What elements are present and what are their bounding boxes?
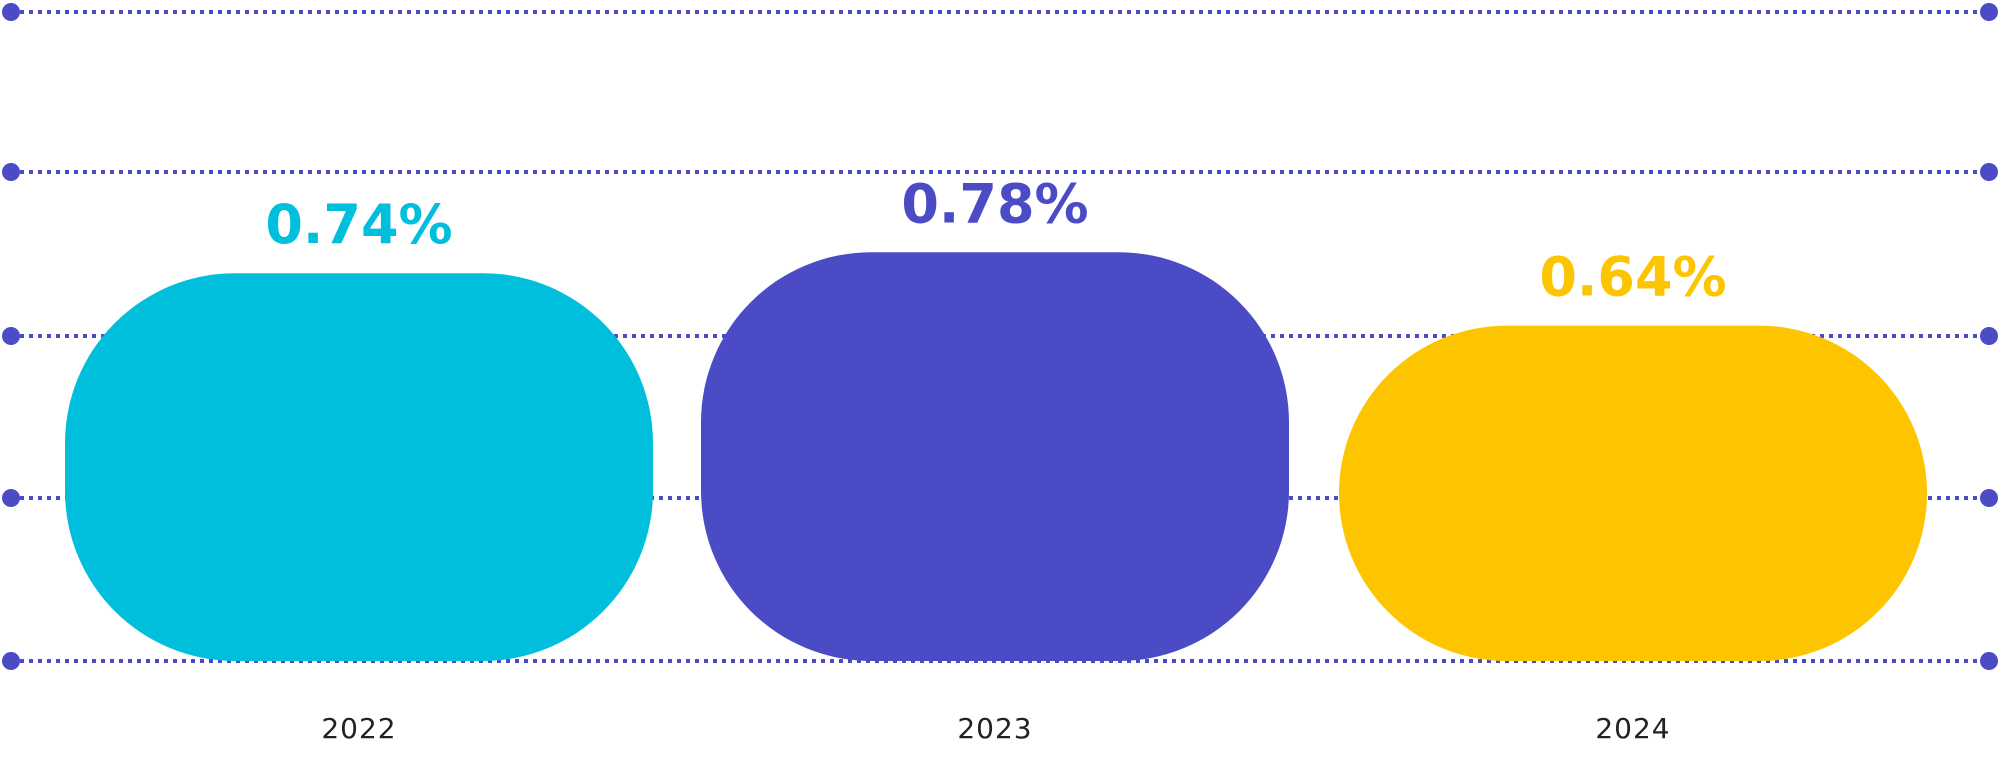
gridline-end-dot — [1980, 652, 1998, 670]
value-label-2022: 0.74% — [265, 193, 452, 256]
gridline-end-dot — [2, 163, 20, 181]
gridline-end-dot — [1980, 3, 1998, 21]
gridline-end-dot — [1980, 489, 1998, 507]
gridline-end-dot — [1980, 163, 1998, 181]
gridline-end-dot — [2, 327, 20, 345]
gridline-end-dot — [1980, 327, 1998, 345]
gridline-end-dot — [2, 489, 20, 507]
value-label-2023: 0.78% — [901, 172, 1088, 235]
category-label-2024: 2024 — [1595, 712, 1670, 745]
category-label-2022: 2022 — [321, 712, 396, 745]
gridline-end-dot — [2, 3, 20, 21]
gridline-end-dot — [2, 652, 20, 670]
bar-2022 — [65, 273, 653, 661]
category-label-2023: 2023 — [957, 712, 1032, 745]
bars — [65, 252, 1927, 661]
bar-2023 — [701, 252, 1289, 661]
value-label-2024: 0.64% — [1539, 246, 1726, 309]
labels: 0.74% 2022 0.78% 2023 0.64% 2024 — [265, 172, 1726, 745]
bar-2024 — [1339, 325, 1927, 661]
